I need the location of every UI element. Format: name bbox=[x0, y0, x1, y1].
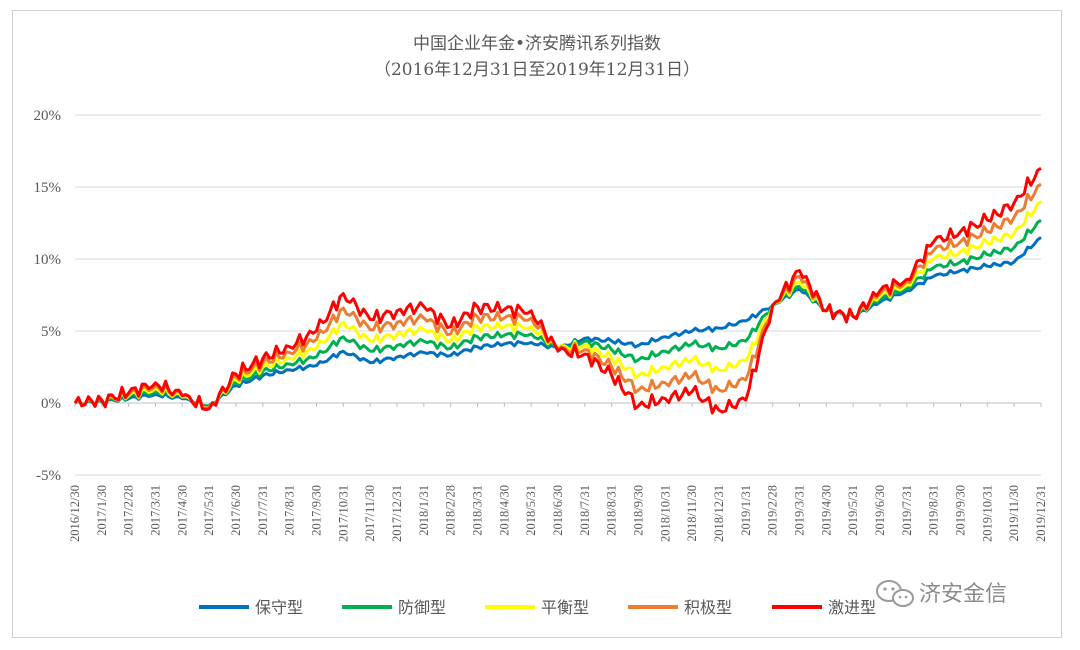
y-tick-label: 0% bbox=[41, 396, 61, 412]
series-line bbox=[74, 218, 1042, 408]
x-tick-label: 2019/4/30 bbox=[819, 485, 833, 536]
chart-title-group: 中国企业年金•济安腾讯系列指数 （2016年12月31日至2019年12月31日… bbox=[374, 34, 700, 80]
x-tick-label: 2016/12/30 bbox=[68, 485, 82, 542]
x-axis-ticks: 2016/12/30 2017/1/30 2017/2/28 2017/3/31 201… bbox=[68, 403, 1048, 542]
x-tick-label: 2017/6/30 bbox=[229, 485, 243, 536]
y-tick-label: 20% bbox=[34, 108, 62, 124]
x-tick-label: 2018/9/30 bbox=[632, 485, 646, 536]
x-tick-label: 2019/2/28 bbox=[766, 485, 780, 536]
x-tick-label: 2018/2/28 bbox=[444, 485, 458, 536]
x-tick-label: 2017/11/30 bbox=[363, 485, 377, 541]
x-tick-label: 2018/11/30 bbox=[685, 485, 699, 541]
x-tick-label: 2019/10/31 bbox=[980, 485, 994, 542]
wechat-bubbles-icon bbox=[876, 580, 914, 607]
legend: 保守型 防御型 平衡型 积极型 激进型 bbox=[199, 598, 876, 617]
x-tick-label: 2019/12/31 bbox=[1034, 485, 1048, 542]
legend-label: 防御型 bbox=[398, 598, 446, 617]
series-line bbox=[73, 167, 1042, 415]
series-lines bbox=[73, 167, 1042, 415]
line-chart: 中国企业年金•济安腾讯系列指数 （2016年12月31日至2019年12月31日… bbox=[34, 34, 1049, 617]
x-tick-label: 2018/8/31 bbox=[605, 485, 619, 536]
x-tick-label: 2017/8/31 bbox=[283, 485, 297, 536]
x-tick-label: 2018/6/30 bbox=[551, 485, 565, 536]
chart-subtitle: （2016年12月31日至2019年12月31日） bbox=[374, 60, 700, 80]
x-tick-label: 2017/9/30 bbox=[310, 485, 324, 536]
x-tick-label: 2018/12/31 bbox=[712, 485, 726, 542]
x-tick-label: 2018/10/31 bbox=[658, 485, 672, 542]
y-tick-label: 5% bbox=[41, 324, 61, 340]
x-tick-label: 2017/12/31 bbox=[390, 485, 404, 542]
x-tick-label: 2019/1/31 bbox=[739, 485, 753, 536]
x-tick-label: 2019/5/31 bbox=[846, 485, 860, 536]
series-line bbox=[74, 236, 1042, 408]
x-tick-label: 2017/7/31 bbox=[256, 485, 270, 536]
x-tick-label: 2019/7/31 bbox=[900, 485, 914, 536]
x-tick-label: 2019/6/30 bbox=[873, 485, 887, 536]
x-tick-label: 2018/3/31 bbox=[471, 485, 485, 536]
x-tick-label: 2017/4/30 bbox=[175, 485, 189, 536]
x-tick-label: 2017/5/31 bbox=[202, 485, 216, 536]
legend-label: 平衡型 bbox=[541, 598, 589, 617]
chart-title: 中国企业年金•济安腾讯系列指数 bbox=[413, 34, 661, 54]
x-tick-label: 2019/11/30 bbox=[1007, 485, 1021, 541]
chart-frame: 中国企业年金•济安腾讯系列指数 （2016年12月31日至2019年12月31日… bbox=[12, 10, 1062, 638]
x-tick-label: 2017/3/31 bbox=[149, 485, 163, 536]
x-tick-label: 2017/2/28 bbox=[122, 485, 136, 536]
legend-label: 保守型 bbox=[255, 598, 303, 617]
x-tick-label: 2019/3/31 bbox=[793, 485, 807, 536]
x-tick-label: 2018/7/31 bbox=[578, 485, 592, 536]
y-tick-label: 15% bbox=[34, 180, 62, 196]
x-tick-label: 2018/4/30 bbox=[497, 485, 511, 536]
x-tick-label: 2019/9/30 bbox=[954, 485, 968, 536]
y-tick-label: 10% bbox=[34, 252, 62, 268]
y-axis-ticks: 20% 15% 10% 5% 0% -5% bbox=[34, 108, 62, 484]
y-tick-label: -5% bbox=[36, 468, 61, 484]
legend-label: 激进型 bbox=[828, 598, 876, 617]
x-tick-label: 2017/1/30 bbox=[95, 485, 109, 536]
x-tick-label: 2019/8/31 bbox=[927, 485, 941, 536]
series-line bbox=[73, 200, 1042, 410]
watermark: 济安金信 bbox=[876, 580, 1007, 607]
watermark-text: 济安金信 bbox=[919, 582, 1007, 607]
x-tick-label: 2018/1/31 bbox=[417, 485, 431, 536]
x-tick-label: 2018/5/31 bbox=[524, 485, 538, 536]
legend-label: 积极型 bbox=[684, 598, 732, 617]
x-tick-label: 2017/10/31 bbox=[336, 485, 350, 542]
